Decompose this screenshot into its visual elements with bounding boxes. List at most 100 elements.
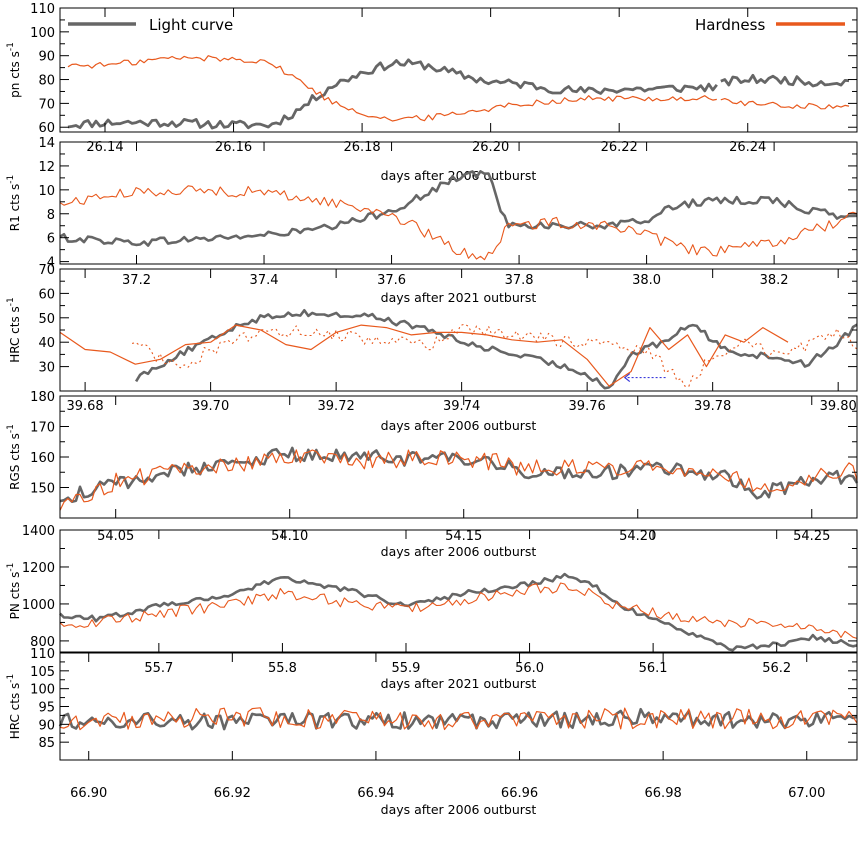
x-tick-label: 39.70 <box>192 399 229 414</box>
panel-4: 150 160 170 180 54.05 54.10 54.15 54.20 54.25 day… <box>6 390 859 559</box>
x-tick-label: 66.98 <box>645 786 682 801</box>
y-tick-label: 100 <box>30 26 55 41</box>
y-tick-label: 70 <box>38 97 55 112</box>
y-axis-label: RGS cts s-1 <box>6 424 22 490</box>
y-tick-label: 90 <box>38 50 55 65</box>
panel-5: 800 1000 1200 1400 55.7 55.8 55.9 56.0 56.1 56.2 d… <box>6 524 858 691</box>
panel-3: 30 40 50 60 70 39.68 39.70 39.72 39.74 39.76 39.78… <box>6 263 858 433</box>
x-tick-label: 39.76 <box>569 399 606 414</box>
x-tick-label: 54.25 <box>793 529 830 544</box>
y-tick-label: 180 <box>30 390 55 405</box>
y-tick-label: 10 <box>38 184 55 199</box>
x-tick-label: 56.0 <box>515 661 544 676</box>
series-light-curve <box>134 308 858 390</box>
x-tick-label: 26.14 <box>86 140 123 155</box>
panel-6: 85 90 95 100 105 110 66.90 66.92 66.94 66.96 66.98… <box>6 647 858 817</box>
series-light-curve <box>59 572 858 652</box>
x-tick-label: 39.78 <box>694 399 731 414</box>
x-tick-label: 37.2 <box>122 273 151 288</box>
x-tick-label: 39.80 <box>820 399 857 414</box>
y-tick-label: 50 <box>38 312 55 327</box>
x-tick-label: 55.9 <box>392 661 421 676</box>
arrow-head <box>623 373 631 383</box>
panel-frame <box>59 141 858 265</box>
y-tick-label: 4 <box>47 256 55 271</box>
x-tick-label: 39.72 <box>318 399 355 414</box>
panel-frame <box>59 529 858 653</box>
y-axis-label: HRC cts s-1 <box>6 674 22 740</box>
series-hardness <box>59 185 858 261</box>
y-tick-label: 60 <box>38 121 55 136</box>
y-tick-label: 80 <box>38 74 55 89</box>
y-axis-label: pn cts s-1 <box>6 42 22 98</box>
panels: 60 70 80 90 100 110 26.14 26.16 26.18 26.20 26.22 2… <box>6 2 859 817</box>
panel-frame <box>59 652 858 761</box>
y-tick-label: 85 <box>38 736 55 751</box>
series-light-curve <box>59 446 859 504</box>
arrow-annotation <box>623 373 666 383</box>
y-tick-label: 105 <box>30 665 55 680</box>
x-tick-label: 37.8 <box>505 273 534 288</box>
x-tick-label: 66.92 <box>214 786 251 801</box>
y-tick-label: 100 <box>30 683 55 698</box>
x-tick-label: 66.90 <box>70 786 107 801</box>
x-tick-label: 55.7 <box>144 661 173 676</box>
x-tick-label: 38.0 <box>632 273 661 288</box>
y-tick-label: 70 <box>38 263 55 278</box>
x-axis-label: days after 2021 outburst <box>381 676 537 691</box>
x-tick-label: 54.20 <box>619 529 656 544</box>
series-hardness <box>59 707 858 731</box>
x-tick-label: 54.10 <box>271 529 308 544</box>
panel-frame <box>59 268 858 392</box>
y-tick-label: 150 <box>30 482 55 497</box>
x-tick-label: 39.68 <box>66 399 103 414</box>
x-tick-label: 26.20 <box>472 140 509 155</box>
x-axis-label: days after 2006 outburst <box>381 418 537 433</box>
x-tick-label: 26.22 <box>601 140 638 155</box>
panel-2: 4 6 8 10 12 14 37.2 37.4 37.6 37.8 38.0 38.2 days af… <box>6 136 858 305</box>
x-tick-label: 66.94 <box>357 786 394 801</box>
x-tick-label: 54.15 <box>445 529 482 544</box>
y-tick-label: 30 <box>38 361 55 376</box>
y-tick-label: 110 <box>30 647 55 662</box>
panel-1: 60 70 80 90 100 110 26.14 26.16 26.18 26.20 26.22 2… <box>6 2 858 183</box>
series-light-curve <box>59 170 858 247</box>
x-tick-label: 37.6 <box>377 273 406 288</box>
y-tick-label: 1200 <box>22 561 55 576</box>
x-tick-label: 54.05 <box>97 529 134 544</box>
y-tick-label: 14 <box>38 136 55 151</box>
y-tick-label: 12 <box>38 160 55 175</box>
series-hardness <box>720 97 850 110</box>
series-light-curve <box>720 73 850 88</box>
y-tick-label: 90 <box>38 718 55 733</box>
panel-frame <box>59 7 858 133</box>
x-axis-label: days after 2006 outburst <box>381 802 537 817</box>
y-axis-label: HRC cts s-1 <box>6 297 22 363</box>
y-tick-label: 60 <box>38 287 55 302</box>
x-tick-label: 26.24 <box>729 140 766 155</box>
series-hardness <box>59 582 858 639</box>
series-light-curve <box>67 58 718 130</box>
y-tick-label: 1400 <box>22 524 55 539</box>
y-tick-label: 8 <box>47 208 55 223</box>
x-axis-label: days after 2006 outburst <box>381 168 537 183</box>
x-tick-label: 38.2 <box>760 273 789 288</box>
y-tick-label: 95 <box>38 701 55 716</box>
legend-light-label: Light curve <box>149 16 233 34</box>
legend: Light curve Hardness <box>68 16 845 34</box>
y-tick-label: 6 <box>47 232 55 247</box>
y-axis-label: R1 cts s-1 <box>6 175 22 231</box>
x-axis-label: days after 2021 outburst <box>381 290 537 305</box>
x-tick-label: 39.74 <box>443 399 480 414</box>
x-tick-label: 37.4 <box>250 273 279 288</box>
x-tick-label: 56.1 <box>639 661 668 676</box>
series-hardness <box>59 449 858 511</box>
x-tick-label: 26.18 <box>343 140 380 155</box>
y-tick-label: 160 <box>30 451 55 466</box>
x-axis-label: days after 2006 outburst <box>381 544 537 559</box>
y-tick-label: 1000 <box>22 598 55 613</box>
series-hardness <box>67 55 717 122</box>
legend-hardness-label: Hardness <box>695 16 765 34</box>
series-light-curve <box>58 707 858 731</box>
